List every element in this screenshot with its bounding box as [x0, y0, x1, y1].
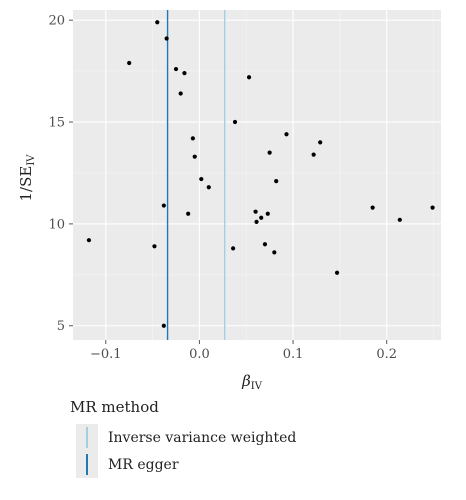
data-point-28 — [231, 246, 236, 251]
legend-item-ivw: Inverse variance weighted — [70, 424, 296, 451]
data-point-32 — [161, 323, 166, 328]
data-point-20 — [265, 211, 270, 216]
legend-title: MR method — [70, 398, 159, 416]
data-point-1 — [164, 36, 169, 41]
data-point-17 — [161, 203, 166, 208]
data-point-26 — [86, 238, 92, 243]
data-point-13 — [192, 154, 197, 159]
x-tick-label-1: 0.0 — [189, 347, 210, 362]
data-point-5 — [178, 91, 183, 96]
legend-label-ivw: Inverse variance weighted — [108, 429, 297, 446]
grid-minor — [73, 10, 441, 340]
y-tick-label-1: 10 — [48, 217, 65, 232]
data-point-10 — [318, 140, 323, 145]
legend-key-egger — [76, 451, 98, 478]
data-point-6 — [246, 75, 252, 80]
data-point-11 — [267, 150, 272, 155]
method-lines — [166, 10, 226, 340]
x-axis-title-main: β — [241, 372, 251, 390]
data-point-7 — [232, 119, 238, 125]
y-axis-title: 1/SEIV — [17, 154, 37, 202]
data-points — [86, 20, 435, 328]
data-point-15 — [206, 185, 211, 190]
data-point-29 — [262, 242, 268, 247]
data-point-8 — [190, 136, 195, 141]
data-point-27 — [152, 244, 157, 249]
x-tick-label-0: −0.1 — [90, 347, 122, 362]
legend-key-line-egger — [86, 454, 88, 475]
data-point-24 — [430, 205, 435, 210]
y-tick-label-0: 5 — [57, 319, 65, 334]
y-axis-ticks: 5 10 15 20 — [48, 14, 73, 334]
data-point-0 — [155, 20, 160, 25]
y-tick-label-2: 15 — [48, 116, 65, 131]
data-point-9 — [284, 132, 289, 137]
data-point-3 — [173, 66, 179, 72]
data-point-21 — [259, 215, 264, 220]
legend-key-line-ivw — [86, 427, 88, 448]
data-point-22 — [254, 219, 259, 224]
legend-item-egger: MR egger — [70, 451, 296, 478]
legend: MR method Inverse variance weighted MR e… — [70, 398, 296, 478]
x-tick-label-2: 0.1 — [283, 347, 304, 362]
plot-panel — [73, 10, 441, 340]
data-point-31 — [334, 270, 340, 275]
data-point-16 — [274, 179, 279, 184]
x-tick-label-3: 0.2 — [376, 347, 397, 362]
y-axis-title-sub: IV — [26, 154, 37, 166]
data-point-23 — [370, 205, 375, 210]
data-point-19 — [253, 209, 258, 214]
data-point-18 — [186, 211, 191, 216]
legend-key-ivw — [76, 424, 98, 451]
data-point-14 — [199, 176, 204, 182]
x-axis-title-sub: IV — [251, 381, 263, 392]
data-point-30 — [272, 250, 277, 255]
y-axis-title-main: 1/SE — [17, 166, 35, 202]
y-tick-label-3: 20 — [48, 14, 65, 29]
data-point-2 — [127, 60, 132, 66]
data-point-25 — [397, 217, 402, 222]
data-point-4 — [182, 71, 187, 76]
data-point-12 — [311, 152, 316, 157]
x-axis-title: βIV — [241, 372, 263, 392]
legend-label-egger: MR egger — [108, 456, 179, 473]
x-axis-ticks: −0.1 0.0 0.1 0.2 — [90, 340, 397, 362]
